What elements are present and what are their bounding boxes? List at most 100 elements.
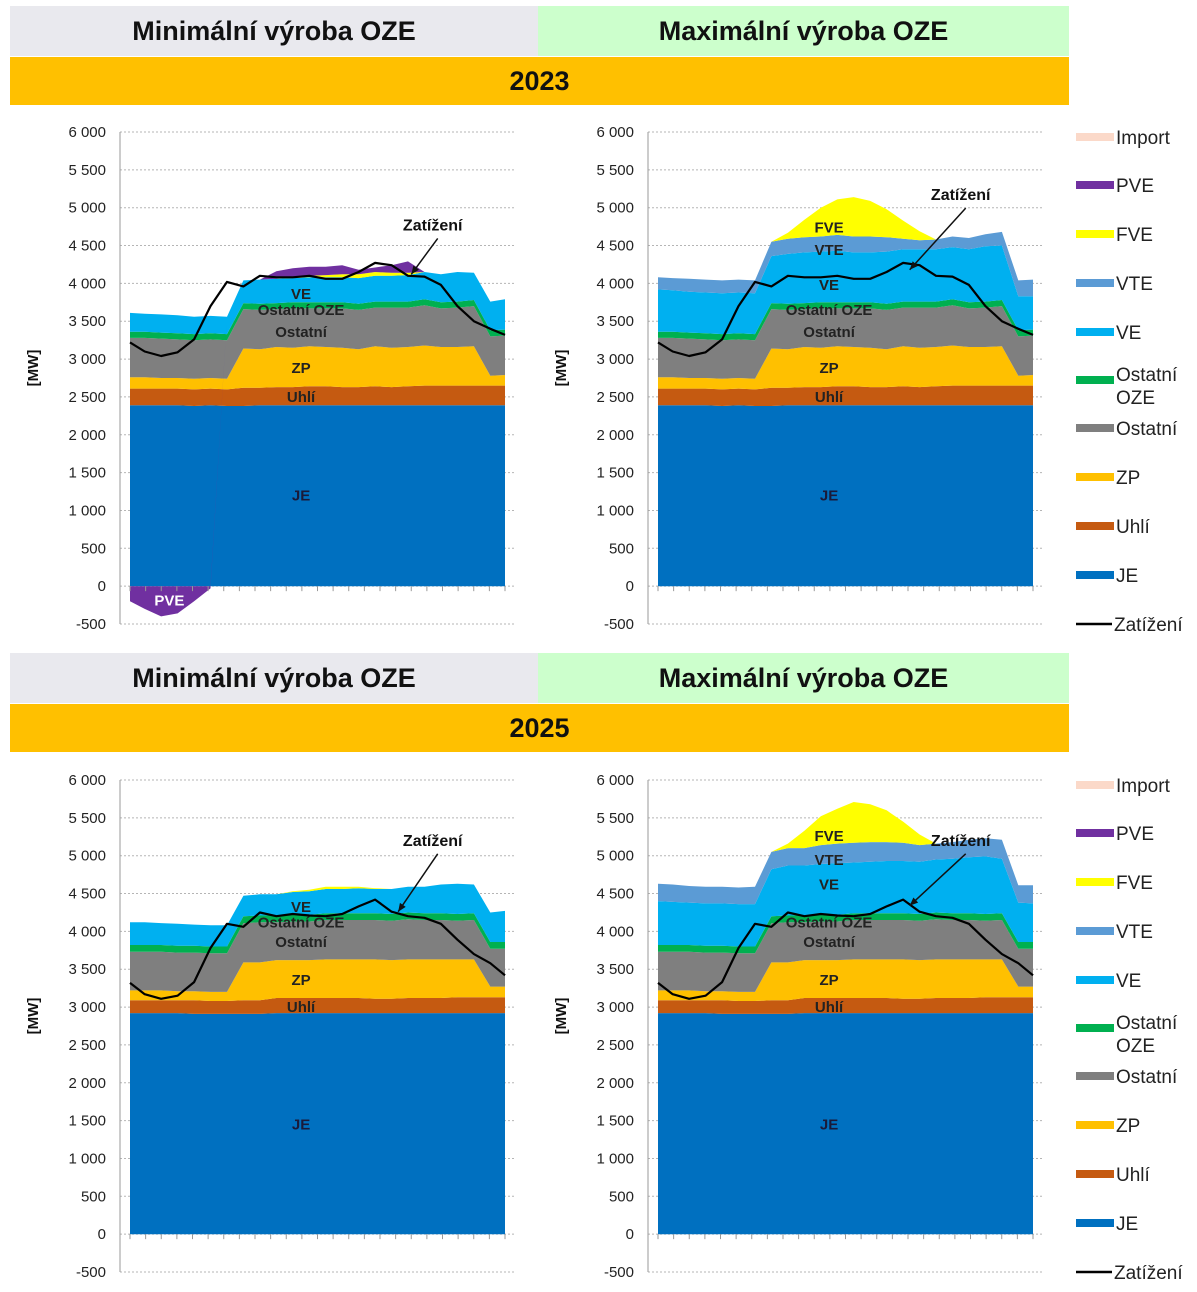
data-label-ve: VE [819,876,839,893]
legend-label-ostatni: Ostatní [1116,1067,1178,1088]
data-label-ve: VE [291,899,311,916]
legend-swatch-uhli [1076,522,1114,530]
y-tick-label: 0 [98,1226,106,1243]
y-tick-label: 6 000 [596,124,634,141]
annotation-arrow [909,853,967,907]
area-ostatni-oze [658,299,1033,341]
y-tick-label: 6 000 [596,772,634,789]
area-je [658,405,1033,587]
legend-swatch-zp [1076,473,1114,481]
legend-swatch-pve [1076,829,1114,837]
chart-2025-max: -500 0 500 1 000 1 500 2 000 2 500 3 000 3 500 4 … [553,772,1043,1281]
area-vte [658,231,1033,297]
area-ve [658,245,1033,335]
y-tick-label: 2 000 [68,427,106,444]
legend-label-fve: FVE [1116,873,1153,894]
data-label-vte: VTE [814,242,843,259]
data-label-zp: ZP [819,360,838,377]
data-label-fve: FVE [814,828,843,845]
area-zp [130,345,505,390]
area-je [130,1013,505,1235]
y-tick-label: 500 [609,540,634,557]
y-tick-label: 4 000 [596,275,634,292]
legend-label-je: JE [1116,1214,1138,1235]
annotation-zatizeni: Zatížení [403,217,463,234]
y-tick-label: 1 500 [68,1113,106,1130]
y-tick-label: 1 500 [596,465,634,482]
legend-label-ostatni: Ostatní [1116,419,1178,440]
y-tick-label: 3 000 [596,351,634,368]
data-label-je: JE [820,487,838,504]
legend-swatch-ostatni-oze [1076,1024,1114,1032]
annotation-zatizeni: Zatížení [931,187,991,204]
data-label-zp: ZP [291,360,310,377]
area-uhli [130,997,505,1014]
chart-2025-min: -500 0 500 1 000 1 500 2 000 2 500 3 000 3 500 4 … [25,772,515,1281]
area-ostatni-oze [130,299,505,341]
data-label-ostatni-oze: Ostatní OZE [786,302,873,319]
area-ostatni [130,919,505,992]
legend-label-zp: ZP [1116,1116,1140,1137]
annotation-arrowhead [411,265,420,275]
legend-label-zp: ZP [1116,468,1140,489]
y-tick-label: 5 500 [68,162,106,179]
legend-label-import: Import [1116,128,1171,149]
legend-swatch-ostatni [1076,424,1114,432]
legend-2023: Import PVE FVE VTE VE Ostatní OZE Ostatní ZP Uhlí… [1076,128,1183,636]
y-tick-label: 500 [81,1188,106,1205]
legend-label-pve: PVE [1116,824,1154,845]
legend-swatch-uhli [1076,1170,1114,1178]
legend-swatch-je [1076,1219,1114,1227]
y-tick-label: 1 000 [68,1150,106,1167]
y-tick-label: 3 000 [596,999,634,1016]
y-tick-label: 4 500 [68,886,106,903]
area-uhli [658,997,1033,1014]
legend-label-pve: PVE [1116,176,1154,197]
legend-swatch-vte [1076,927,1114,935]
line-zatizeni [129,261,506,358]
data-label-je: JE [292,487,310,504]
line-zatizeni [657,261,1034,358]
area-ve [130,272,505,335]
legend-label-vte: VTE [1116,922,1153,943]
legend-label-ve: VE [1116,323,1141,344]
y-tick-label: 5 000 [68,848,106,865]
y-tick-label: 500 [609,1188,634,1205]
y-tick-label: 5 000 [596,200,634,217]
header-max-2025: Maximální výroba OZE [538,653,1069,703]
y-tick-label: 1 000 [596,1150,634,1167]
area-uhli [130,385,505,406]
data-label-ve: VE [291,286,311,303]
area-ve [130,883,505,947]
annotation-zatizeni: Zatížení [403,833,463,850]
legend-swatch-ve [1076,976,1114,984]
data-label-uhli: Uhlí [287,389,316,406]
area-zp [658,345,1033,390]
data-label-uhli: Uhlí [287,999,316,1016]
y-tick-label: 4 000 [68,275,106,292]
y-axis-label: [MW] [553,350,570,387]
legend-swatch-je [1076,571,1114,579]
data-label-uhli: Uhlí [815,999,844,1016]
legend-2025: Import PVE FVE VTE VE Ostatní OZE Ostatní ZP Uhlí… [1076,776,1183,1284]
legend-label-uhli: Uhlí [1116,517,1151,538]
data-label-uhli: Uhlí [815,389,844,406]
data-label-vte: VTE [814,852,843,869]
y-tick-label: 5 500 [596,162,634,179]
y-tick-label: 3 000 [68,999,106,1016]
area-uhli [658,385,1033,406]
legend-swatch-import [1076,133,1114,141]
y-tick-label: 4 500 [596,238,634,255]
chart-2023-max: -500 0 500 1 000 1 500 2 000 2 500 3 000 3 500 4 … [553,124,1043,633]
y-tick-label: 4 000 [68,923,106,940]
legend-label-ostatni-oze: Ostatní OZE [1116,1013,1178,1057]
y-tick-label: 1 000 [596,502,634,519]
area-ostatni [658,305,1033,379]
data-label-ostatni: Ostatní [803,324,856,341]
legend-swatch-fve [1076,230,1114,238]
year-bar-2025: 2025 [10,704,1069,752]
y-tick-label: 3 500 [596,313,634,330]
annotation-arrow [909,207,967,271]
annotation-arrowhead [909,261,918,270]
year-bar-2023: 2023 [10,57,1069,105]
